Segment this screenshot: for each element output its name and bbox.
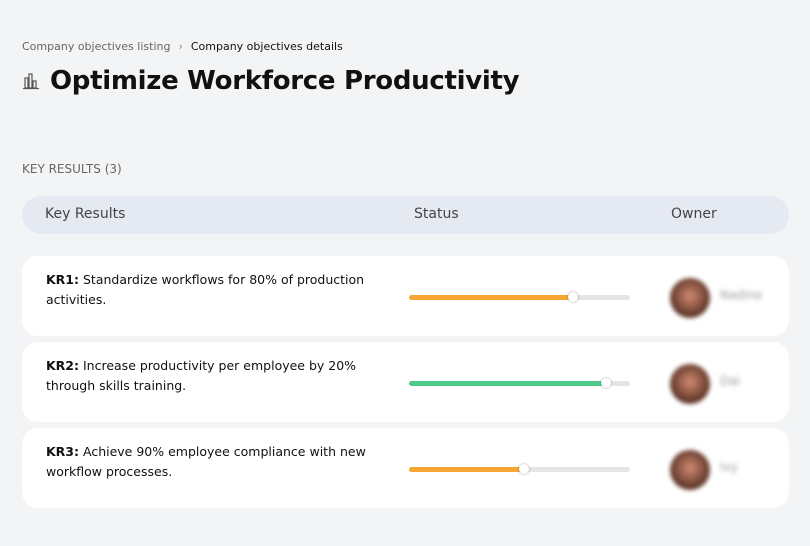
page-title: Optimize Workforce Productivity [50,66,520,96]
progress-bar [409,292,630,302]
progress-knob[interactable] [567,292,578,302]
key-result-text: KR2: Increase productivity per employee … [46,356,366,396]
progress-fill [409,467,524,472]
owner-name: Dai [720,374,740,388]
key-result-text: KR3: Achieve 90% employee compliance wit… [46,442,366,482]
key-result-row[interactable]: KR2: Increase productivity per employee … [22,342,789,422]
section-label: KEY RESULTS (3) [22,162,122,176]
progress-knob[interactable] [518,464,529,474]
breadcrumb: Company objectives listing › Company objec… [22,40,343,53]
key-result-id: KR3: [46,444,80,459]
avatar [670,278,710,318]
building-chart-icon [23,73,39,90]
header-owner: Owner [671,206,717,222]
key-result-id: KR1: [46,272,80,287]
chevron-right-icon: › [178,40,183,53]
key-result-description: Achieve 90% employee compliance with new… [46,444,366,479]
breadcrumb-current: Company objectives details [190,40,343,53]
key-result-description: Increase productivity per employee by 20… [46,358,357,393]
avatar [670,364,710,404]
breadcrumb-parent-link[interactable]: Company objectives listing [22,40,171,53]
page-header: Optimize Workforce Productivity [22,66,520,96]
progress-bar [409,378,630,388]
key-result-row[interactable]: KR3: Achieve 90% employee compliance wit… [22,428,789,508]
owner-name: Nadine [720,288,763,302]
table-header: Key Results Status Owner [22,196,789,234]
progress-knob[interactable] [600,378,611,388]
key-result-id: KR2: [46,358,80,373]
header-status: Status [414,206,459,222]
key-result-row[interactable]: KR1: Standardize workflows for 80% of pr… [22,256,789,336]
owner-name: Ivy [720,460,738,474]
progress-bar [409,464,630,474]
key-result-text: KR1: Standardize workflows for 80% of pr… [46,270,366,310]
progress-fill [409,381,606,386]
header-key-results: Key Results [45,206,126,222]
avatar [670,450,710,490]
progress-fill [409,295,573,300]
key-result-description: Standardize workflows for 80% of product… [46,272,365,307]
